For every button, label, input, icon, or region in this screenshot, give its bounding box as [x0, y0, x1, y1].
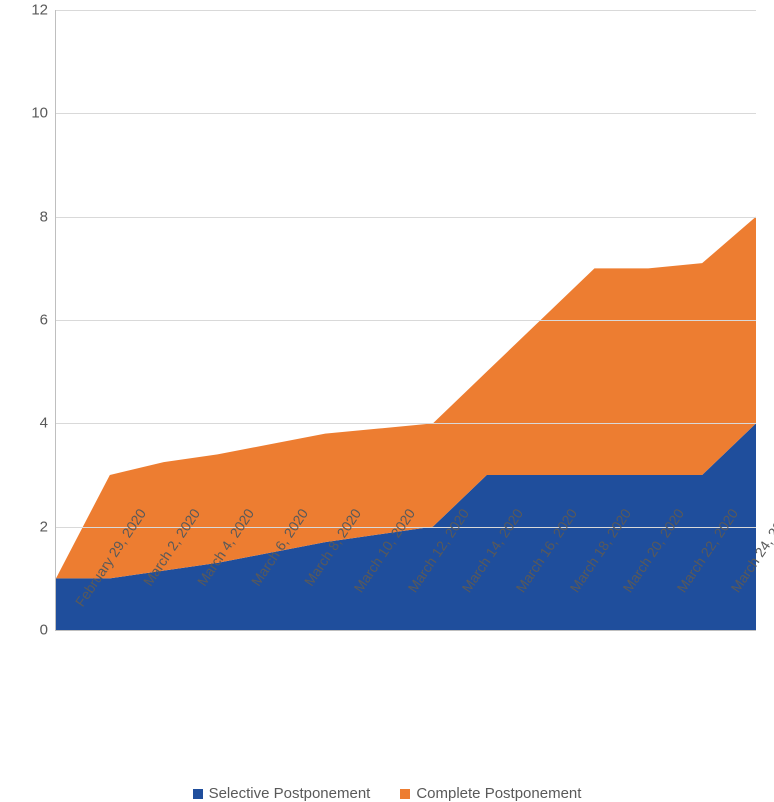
legend-swatch — [400, 789, 410, 799]
grid-line — [56, 320, 756, 321]
y-tick-label: 6 — [40, 312, 48, 329]
legend-label: Selective Postponement — [209, 785, 371, 802]
y-tick-label: 4 — [40, 415, 48, 432]
legend: Selective Postponement Complete Postponem… — [0, 785, 774, 802]
y-tick-label: 0 — [40, 622, 48, 639]
y-tick-label: 12 — [31, 2, 48, 19]
grid-line — [56, 423, 756, 424]
plot-area: 024681012February 29, 2020March 2, 2020M… — [55, 10, 756, 631]
legend-item: Selective Postponement — [193, 785, 371, 802]
legend-item: Complete Postponement — [400, 785, 581, 802]
y-tick-label: 8 — [40, 208, 48, 225]
y-tick-label: 10 — [31, 105, 48, 122]
grid-line — [56, 217, 756, 218]
grid-line — [56, 113, 756, 114]
legend-label: Complete Postponement — [416, 785, 581, 802]
grid-line — [56, 10, 756, 11]
y-tick-label: 2 — [40, 518, 48, 535]
stacked-area-chart: 024681012February 29, 2020March 2, 2020M… — [0, 0, 774, 801]
legend-swatch — [193, 789, 203, 799]
